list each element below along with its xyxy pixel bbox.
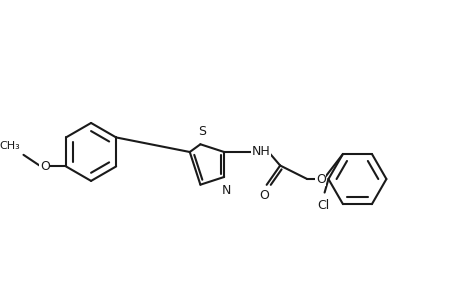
Text: Cl: Cl [317,199,329,212]
Text: N: N [221,184,230,197]
Text: S: S [198,124,206,137]
Text: O: O [40,160,50,173]
Text: O: O [315,172,325,185]
Text: NH: NH [251,146,269,158]
Text: CH₃: CH₃ [0,141,21,151]
Text: O: O [258,189,268,202]
